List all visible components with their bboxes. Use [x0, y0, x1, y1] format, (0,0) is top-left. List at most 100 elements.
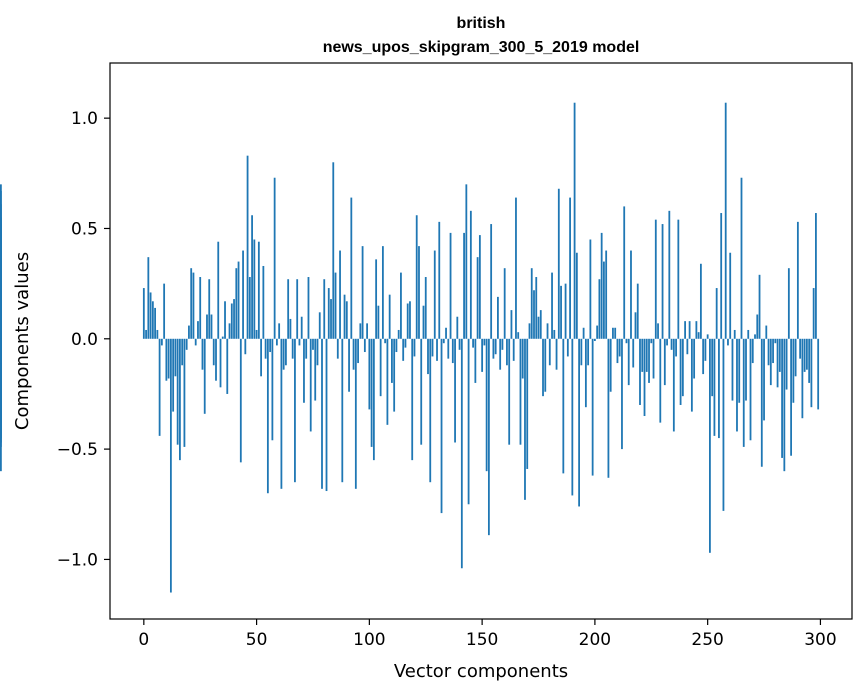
y-axis-label: Components values — [12, 252, 33, 430]
bar-268 — [747, 329, 750, 339]
bar-290 — [796, 221, 799, 339]
bar-129 — [433, 250, 436, 339]
bar-78 — [318, 312, 321, 339]
bar-98 — [363, 338, 366, 353]
bar-183 — [555, 338, 558, 370]
bar-127 — [429, 338, 432, 483]
x-tick-label-200: 200 — [579, 630, 611, 650]
bar-252 — [711, 338, 714, 397]
bar-206 — [607, 338, 610, 478]
bar-272 — [756, 314, 759, 339]
bar-142 — [463, 232, 465, 339]
bar-276 — [765, 325, 768, 339]
bars-group — [0, 102, 820, 593]
bar-255 — [718, 338, 720, 439]
bar-122 — [418, 246, 420, 339]
bar-185 — [560, 285, 562, 339]
bar-17 — [181, 338, 184, 366]
bar-169 — [524, 338, 526, 500]
bar-194 — [580, 338, 583, 366]
bar-259 — [727, 338, 729, 346]
bar-210 — [616, 338, 619, 364]
bar-141 — [460, 338, 463, 569]
bar-273 — [758, 274, 761, 339]
bar-151 — [483, 338, 486, 346]
bar-73 — [307, 277, 310, 339]
bar-167 — [519, 338, 522, 445]
bar-200 — [593, 338, 596, 341]
bar-28 — [206, 314, 208, 339]
bar-37 — [226, 338, 229, 394]
y-tick-label-2: 0.0 — [71, 330, 98, 350]
bar-196 — [584, 338, 587, 408]
bar-18 — [183, 338, 186, 447]
bar-164 — [512, 338, 515, 361]
bar-269 — [749, 338, 752, 441]
bar-95 — [357, 338, 359, 364]
bar-102 — [372, 338, 375, 461]
bar-275 — [763, 338, 765, 421]
bar-189 — [569, 197, 571, 339]
bar-190 — [571, 338, 574, 496]
bar-241 — [686, 338, 689, 355]
bar-176 — [539, 310, 542, 339]
bar-107 — [384, 338, 387, 344]
bar-36 — [224, 301, 226, 339]
bar-184 — [557, 188, 560, 339]
bar-295 — [808, 338, 811, 383]
bar-46 — [246, 155, 249, 339]
bar-208 — [612, 327, 614, 339]
bar-284 — [783, 338, 786, 472]
bar-242 — [688, 321, 691, 339]
bar-247 — [699, 263, 702, 339]
y-tick-label-0: −1.0 — [57, 550, 98, 570]
bar-138 — [454, 338, 456, 443]
bar-217 — [632, 338, 635, 368]
bar-296 — [810, 338, 813, 408]
bar-162 — [508, 338, 511, 445]
bar-97 — [361, 246, 364, 339]
bar-115 — [402, 338, 405, 361]
bar-254 — [715, 288, 718, 339]
bar-198 — [589, 239, 592, 339]
bar-153 — [487, 338, 490, 536]
bar-146 — [472, 338, 474, 348]
bar-0 — [142, 288, 145, 339]
bar-209 — [614, 327, 617, 339]
bar-144 — [467, 338, 470, 505]
bar-177 — [542, 338, 544, 397]
bar-94 — [354, 338, 357, 489]
bar-139 — [456, 316, 459, 339]
bar-119 — [411, 338, 414, 461]
bar-237 — [677, 219, 680, 339]
bar-57 — [271, 338, 274, 441]
bar-160 — [503, 268, 506, 339]
bar-149 — [478, 235, 481, 339]
bar-132 — [440, 338, 443, 514]
bar-30 — [210, 314, 213, 339]
bar-65 — [289, 318, 292, 339]
bar-212 — [621, 338, 623, 450]
bar-161 — [506, 338, 508, 366]
bar-101 — [370, 338, 373, 447]
bar-178 — [544, 338, 547, 392]
chart-title-line-2: news_upos_skipgram_300_5_2019 model — [323, 39, 640, 56]
bar-222 — [643, 338, 646, 417]
bar-193 — [578, 338, 580, 507]
bar-19 — [185, 338, 188, 350]
bar-99 — [366, 323, 368, 339]
bar-undefined — [0, 338, 2, 439]
bar-47 — [248, 277, 251, 339]
bar-45 — [244, 338, 247, 355]
bar-81 — [325, 338, 328, 492]
bar-26 — [201, 338, 204, 370]
bar-211 — [618, 338, 621, 357]
x-tick-label-100: 100 — [353, 630, 385, 650]
bar-229 — [659, 338, 662, 423]
bar-83 — [330, 299, 332, 339]
bar-22 — [192, 272, 195, 339]
bar-261 — [731, 338, 734, 401]
bar-23 — [194, 338, 197, 346]
bar-39 — [230, 303, 233, 339]
bar-131 — [438, 221, 441, 339]
